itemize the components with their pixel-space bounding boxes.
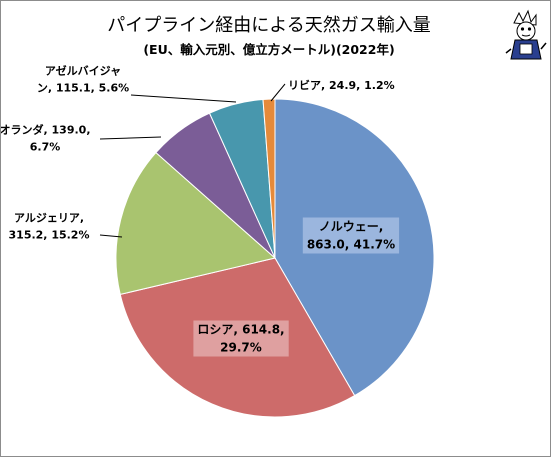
slice-label-line: 6.7% bbox=[30, 141, 61, 154]
pie-slice-3 bbox=[115, 151, 277, 296]
slice-label-6: リビア, 24.9, 1.2% bbox=[288, 78, 395, 92]
chart-subtitle: (EU、輸入元別、億立方メートル)(2022年) bbox=[143, 42, 394, 57]
slice-label-line: アルジェリア, bbox=[14, 212, 84, 225]
slice-label-4: オランダ, 139.0, 6.7% bbox=[0, 123, 90, 154]
slice-label-box-2 bbox=[193, 320, 289, 357]
leader-line-3 bbox=[99, 234, 123, 238]
slice-label-line: 29.7% bbox=[220, 341, 262, 355]
slice-label-line: 863.0, 41.7% bbox=[307, 238, 395, 252]
slice-label-line: ロシア, 614.8, bbox=[197, 323, 284, 337]
slice-label-line: リビア, 24.9, 1.2% bbox=[288, 78, 395, 92]
slice-label-3: アルジェリア, 315.2, 15.2% bbox=[9, 212, 90, 242]
slice-label-line: ノルウェー, bbox=[319, 220, 384, 234]
mascot-icon bbox=[505, 9, 547, 60]
slice-label-line: オランダ, 139.0, bbox=[1, 123, 90, 137]
slice-label-line: 315.2, 15.2% bbox=[9, 229, 90, 242]
slice-label-1: ノルウェー, 863.0, 41.7% bbox=[302, 217, 400, 254]
slice-label-box-1 bbox=[302, 217, 400, 254]
slice-label-2: ロシア, 614.8, 29.7% bbox=[193, 320, 289, 357]
leader-line-4 bbox=[99, 136, 162, 140]
slice-label-line: ン, 115.1, 5.6% bbox=[37, 82, 129, 95]
leader-lines bbox=[99, 83, 286, 238]
slice-label-line: アゼルバイジャ bbox=[45, 64, 121, 78]
pie-slice-6 bbox=[262, 98, 276, 259]
chart-title: パイプライン経由による天然ガス輸入量 bbox=[107, 15, 430, 36]
pie-slices bbox=[115, 98, 435, 418]
leader-line-6 bbox=[270, 83, 286, 102]
leader-line-5 bbox=[130, 94, 237, 103]
slice-labels: ノルウェー, 863.0, 41.7% ロシア, 614.8, 29.7% アルジェリア… bbox=[0, 64, 400, 357]
